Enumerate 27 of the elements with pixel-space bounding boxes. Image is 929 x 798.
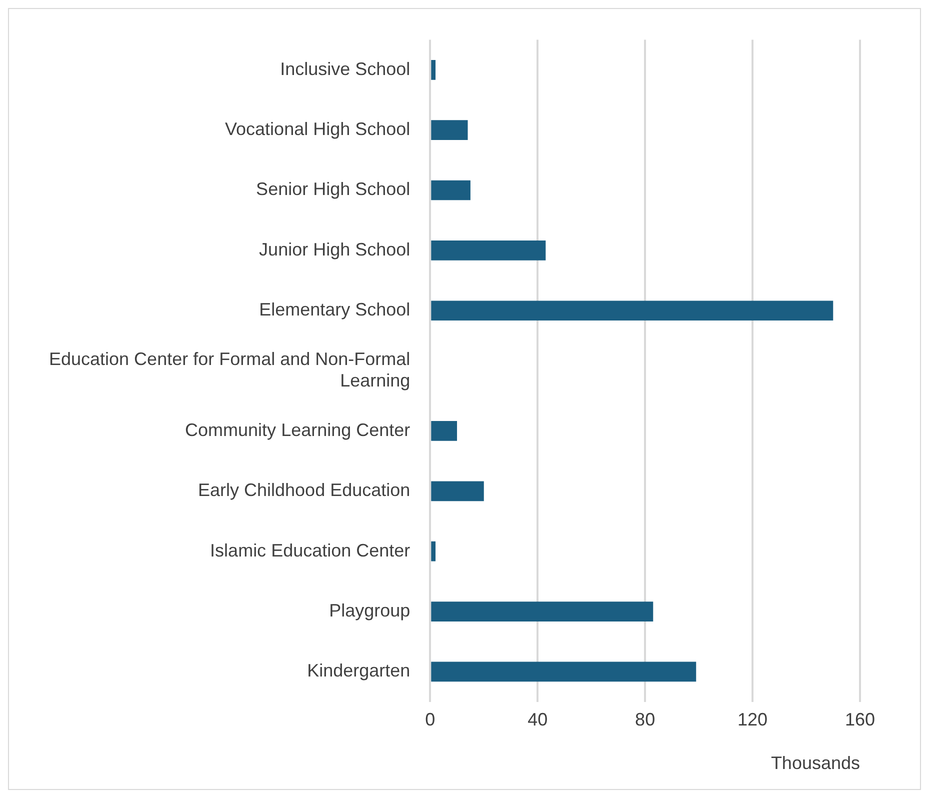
bar xyxy=(431,662,696,682)
y-tick-label: Inclusive School xyxy=(280,58,410,79)
bar xyxy=(431,481,484,502)
x-tick-label: 80 xyxy=(635,710,656,730)
x-axis-title: Thousands xyxy=(770,753,860,774)
y-tick-label: Elementary School xyxy=(259,300,410,320)
bar xyxy=(431,541,436,562)
bar xyxy=(431,421,458,441)
y-tick-label: Vocational High School xyxy=(225,119,410,140)
y-tick-label: Junior High School xyxy=(259,239,410,260)
y-tick-label: Kindergarten xyxy=(307,660,410,681)
y-tick-label: Senior High School xyxy=(256,179,410,200)
x-tick-label: 120 xyxy=(738,710,768,730)
y-tick-label: Community Learning Center xyxy=(185,420,410,440)
x-tick-label: 160 xyxy=(844,710,876,730)
y-tick-label: Playgroup xyxy=(329,600,410,620)
bar xyxy=(431,180,470,200)
x-tick-label: 40 xyxy=(528,710,548,730)
y-tick-label: Early Childhood Education xyxy=(198,480,410,500)
bar xyxy=(431,300,834,321)
bar xyxy=(431,120,468,140)
y-tick-label: Education Center for Formal and Non-Formal Learning xyxy=(48,348,410,391)
bar xyxy=(431,602,654,622)
bar xyxy=(431,60,436,80)
y-tick-label: Islamic Education Center xyxy=(210,540,410,560)
bar xyxy=(431,240,546,260)
x-tick-label: 0 xyxy=(425,710,436,730)
